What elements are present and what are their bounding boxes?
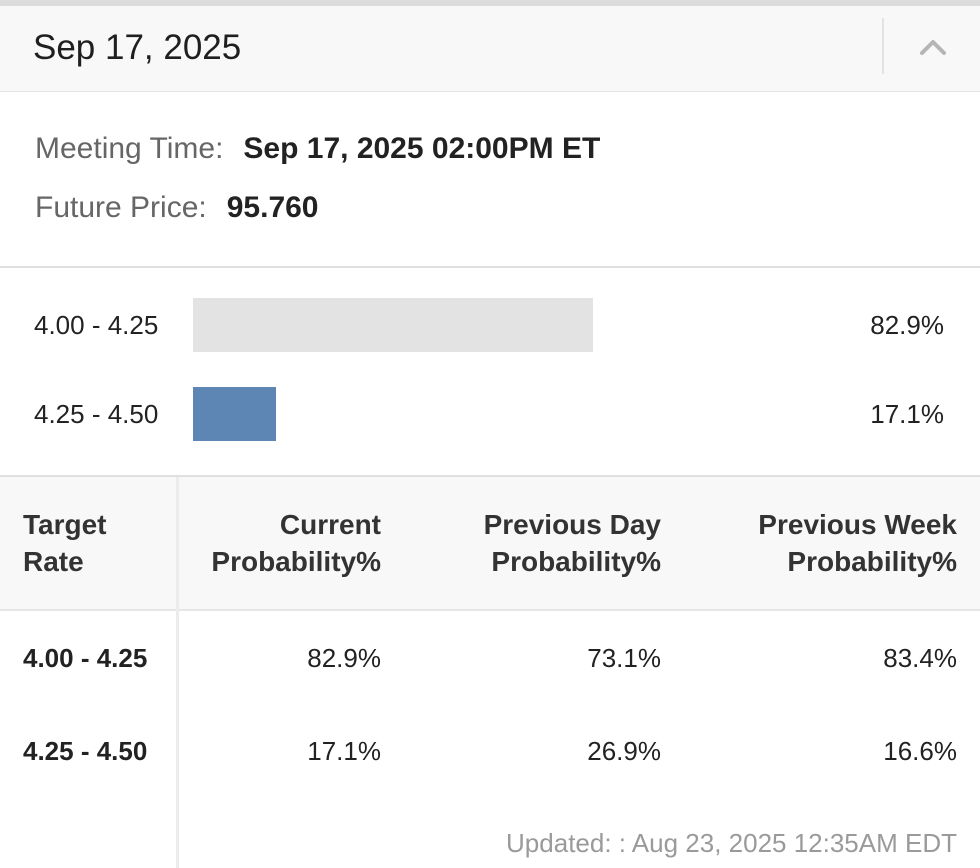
header-previous-week-probability: Previous Week Probability% bbox=[758, 506, 957, 580]
bar-range-label: 4.00 - 4.25 bbox=[34, 310, 159, 340]
probability-bar bbox=[193, 298, 594, 352]
bar-track bbox=[193, 298, 843, 352]
header-line: Probability% bbox=[491, 546, 661, 577]
meeting-info: Meeting Time: Sep 17, 2025 02:00PM ET Fut… bbox=[0, 92, 980, 268]
probability-bar-row: 4.00 - 4.25 82.9% bbox=[0, 298, 980, 352]
future-price-row: Future Price: 95.760 bbox=[35, 191, 319, 225]
cell-current: 17.1% bbox=[307, 736, 381, 766]
collapse-button[interactable] bbox=[884, 6, 980, 91]
bar-track bbox=[193, 387, 843, 441]
header-target-rate: Target Rate bbox=[23, 506, 107, 580]
cell-prev-week: 83.4% bbox=[883, 643, 957, 673]
future-price-label: Future Price: bbox=[35, 191, 207, 224]
header-line: Probability% bbox=[787, 546, 957, 577]
probability-bars: 4.00 - 4.25 82.9% 4.25 - 4.50 17.1% bbox=[0, 268, 980, 477]
bar-percent-label: 17.1% bbox=[870, 399, 944, 429]
header-line: Current bbox=[279, 509, 381, 540]
cell-prev-day: 73.1% bbox=[587, 643, 661, 673]
column-divider bbox=[176, 477, 179, 868]
probability-table: Target Rate Current Probability% Previou… bbox=[0, 477, 980, 868]
chevron-up-icon bbox=[920, 40, 946, 55]
header-divider bbox=[882, 18, 884, 74]
cell-prev-day: 26.9% bbox=[587, 736, 661, 766]
header-current-probability: Current Probability% bbox=[211, 506, 381, 580]
meeting-date-title: Sep 17, 2025 bbox=[33, 28, 242, 67]
bar-percent-label: 82.9% bbox=[870, 310, 944, 340]
probability-bar bbox=[193, 387, 276, 441]
cell-target-rate: 4.00 - 4.25 bbox=[23, 643, 148, 673]
cell-target-rate: 4.25 - 4.50 bbox=[23, 736, 148, 766]
cell-prev-week: 16.6% bbox=[883, 736, 957, 766]
header-line: Target bbox=[23, 509, 107, 540]
bar-range-label: 4.25 - 4.50 bbox=[34, 399, 159, 429]
updated-timestamp: Updated: : Aug 23, 2025 12:35AM EDT bbox=[506, 828, 957, 858]
cell-current: 82.9% bbox=[307, 643, 381, 673]
meeting-header[interactable]: Sep 17, 2025 bbox=[0, 6, 980, 92]
header-line: Probability% bbox=[211, 546, 381, 577]
table-header: Target Rate Current Probability% Previou… bbox=[0, 477, 980, 611]
header-line: Previous Week bbox=[758, 509, 957, 540]
meeting-time-value: Sep 17, 2025 02:00PM ET bbox=[243, 132, 601, 165]
header-line: Previous Day bbox=[483, 509, 661, 540]
meeting-time-label: Meeting Time: bbox=[35, 132, 224, 165]
future-price-value: 95.760 bbox=[226, 191, 319, 224]
header-previous-day-probability: Previous Day Probability% bbox=[484, 506, 661, 580]
header-line: Rate bbox=[23, 546, 84, 577]
top-border bbox=[0, 0, 980, 6]
meeting-time-row: Meeting Time: Sep 17, 2025 02:00PM ET bbox=[35, 132, 600, 166]
probability-bar-row: 4.25 - 4.50 17.1% bbox=[0, 387, 980, 441]
